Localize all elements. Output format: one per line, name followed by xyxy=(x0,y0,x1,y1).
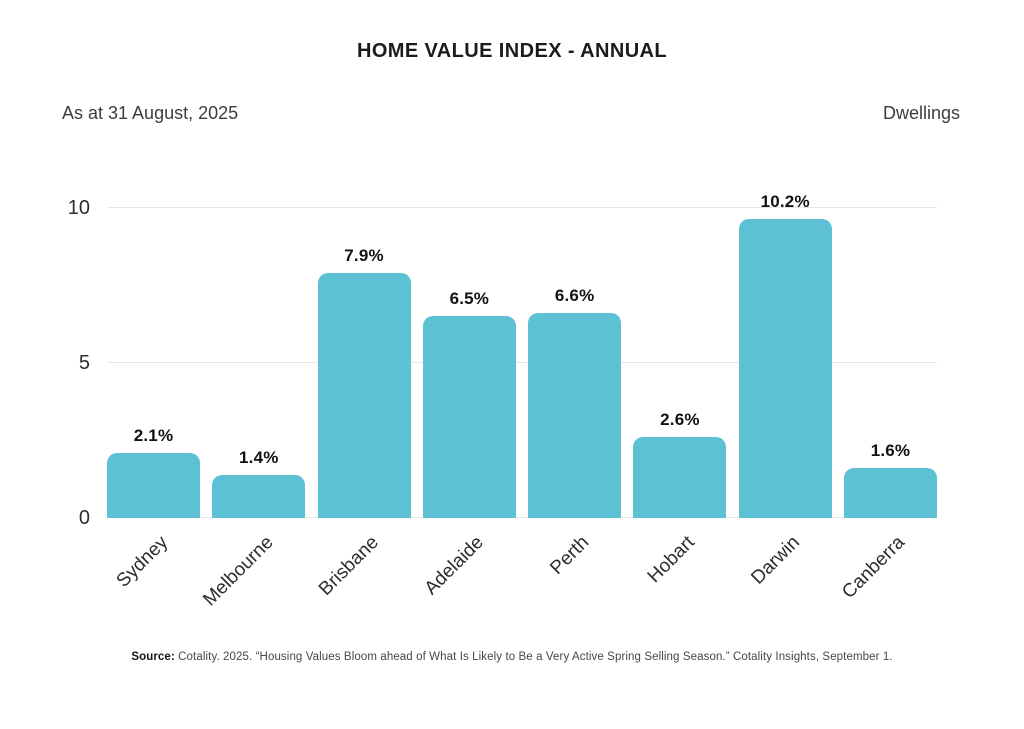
plot-area: 2.1% 1.4% 7.9% 6.5% 6.6% 2.6% 10.2% 1.6% xyxy=(107,192,937,518)
bar-hobart xyxy=(633,437,727,518)
bar-value-hobart: 2.6% xyxy=(660,410,700,430)
bar-value-canberra: 1.6% xyxy=(870,441,911,461)
bar-value-brisbane: 7.9% xyxy=(344,245,384,265)
x-tick-text-brisbane: Brisbane xyxy=(315,532,383,600)
y-tick-label-0: 0 xyxy=(78,507,90,529)
bar-adelaide xyxy=(422,316,516,518)
x-tick-text-hobart: Hobart xyxy=(643,532,699,588)
x-tick-text-canberra: Canberra xyxy=(838,532,910,603)
bar-column-melbourne: 1.4% xyxy=(212,192,306,518)
x-tick-text-darwin: Darwin xyxy=(747,532,805,589)
source-text: Cotality. 2025. “Housing Values Bloom ah… xyxy=(174,651,893,663)
chart-subheader: As at 31 August, 2025 Dwellings xyxy=(62,102,960,124)
bar-value-perth: 6.6% xyxy=(554,286,595,306)
y-tick-label-5: 5 xyxy=(78,351,90,374)
bar-value-sydney: 2.1% xyxy=(133,425,174,445)
x-tick-text-sydney: Sydney xyxy=(112,532,173,592)
bar-value-darwin: 10.2% xyxy=(760,192,810,211)
bar-sydney xyxy=(107,452,200,518)
y-tick-label-10: 10 xyxy=(67,196,90,219)
y-axis: 0 5 10 xyxy=(0,192,90,528)
bar-brisbane xyxy=(317,272,411,518)
bar-column-sydney: 2.1% xyxy=(107,192,200,518)
bar-value-adelaide: 6.5% xyxy=(449,289,490,309)
gridline-10 xyxy=(107,206,937,208)
gridline-0 xyxy=(107,517,937,518)
bar-value-melbourne: 1.4% xyxy=(239,447,279,467)
bar-column-adelaide: 6.5% xyxy=(422,192,516,518)
chart-title: HOME VALUE INDEX - ANNUAL xyxy=(357,40,667,62)
series-label: Dwellings xyxy=(882,103,960,123)
bar-column-darwin: 10.2% xyxy=(738,192,832,518)
x-tick-text-adelaide: Adelaide xyxy=(421,532,489,600)
gridline-5 xyxy=(107,361,937,363)
bar-column-hobart: 2.6% xyxy=(633,192,727,518)
as-at-date-label: As at 31 August, 2025 xyxy=(62,103,239,123)
source-note: Source: Cotality. 2025. “Housing Values … xyxy=(0,651,1024,663)
x-tick-text-melbourne: Melbourne xyxy=(199,532,278,611)
bars-row: 2.1% 1.4% 7.9% 6.5% 6.6% 2.6% 10.2% 1.6% xyxy=(107,192,937,518)
bar-perth xyxy=(528,313,622,518)
x-tick-text-perth: Perth xyxy=(546,532,594,579)
x-axis: Sydney Melbourne Brisbane Adelaide Perth Hoba… xyxy=(107,518,937,643)
bar-darwin xyxy=(738,219,832,518)
gridlines xyxy=(107,192,937,518)
bar-column-brisbane: 7.9% xyxy=(317,192,411,518)
bar-column-canberra: 1.6% xyxy=(843,192,937,518)
bar-canberra xyxy=(843,468,937,518)
bar-melbourne xyxy=(212,474,306,518)
bar-column-perth: 6.6% xyxy=(528,192,622,518)
source-label: Source: xyxy=(131,651,175,663)
